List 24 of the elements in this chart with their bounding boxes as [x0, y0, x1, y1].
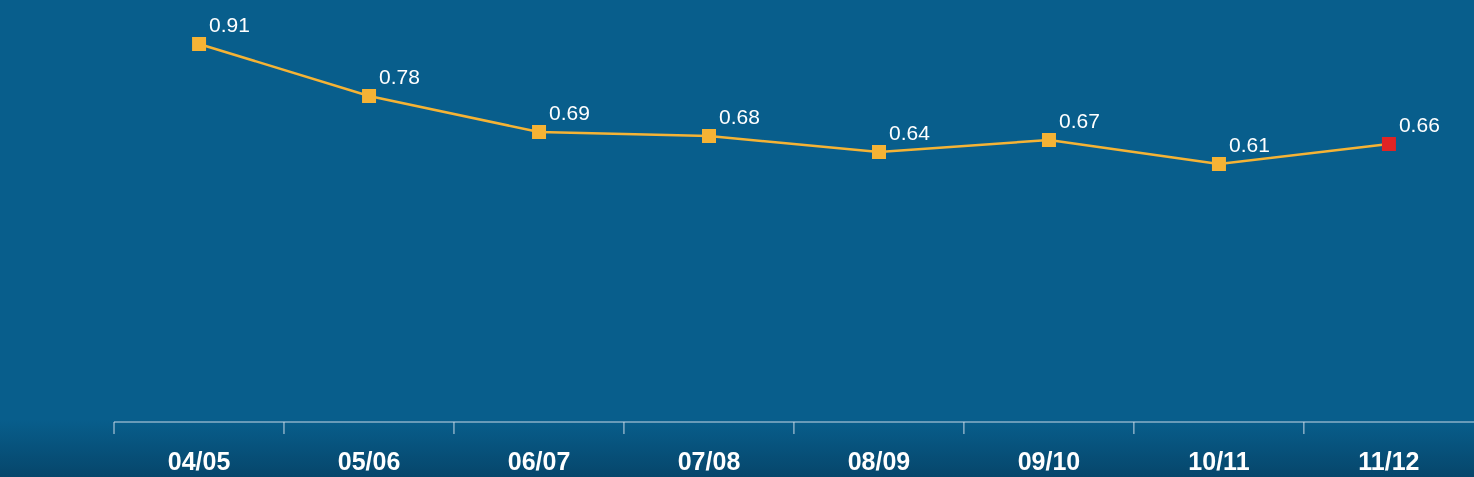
data-label: 0.69 [549, 101, 590, 124]
data-label: 0.61 [1228, 133, 1270, 156]
x-tick-label: 08/09 [847, 447, 911, 475]
point [871, 145, 886, 159]
data-label: 0.78 [379, 65, 420, 88]
point [192, 37, 207, 51]
point [702, 129, 717, 143]
data-label: 0.64 [888, 121, 931, 144]
point [1041, 133, 1056, 147]
x-tick-label: 05/06 [337, 447, 401, 475]
point [532, 125, 547, 139]
point [1381, 137, 1396, 151]
x-tick-label: 11/12 [1358, 447, 1420, 475]
point [1211, 157, 1226, 171]
x-tick-label: 10/11 [1188, 447, 1250, 475]
data-label: 0.66 [1398, 113, 1440, 136]
x-tick-label: 07/08 [677, 447, 741, 475]
data-label: 0.91 [209, 13, 250, 36]
x-tick-label: 09/10 [1017, 447, 1081, 475]
x-tick-label: 04/05 [167, 447, 231, 475]
point [362, 89, 377, 103]
data-label: 0.68 [719, 105, 760, 128]
x-tick-label: 06/07 [507, 447, 571, 475]
data-label: 0.67 [1058, 109, 1100, 132]
